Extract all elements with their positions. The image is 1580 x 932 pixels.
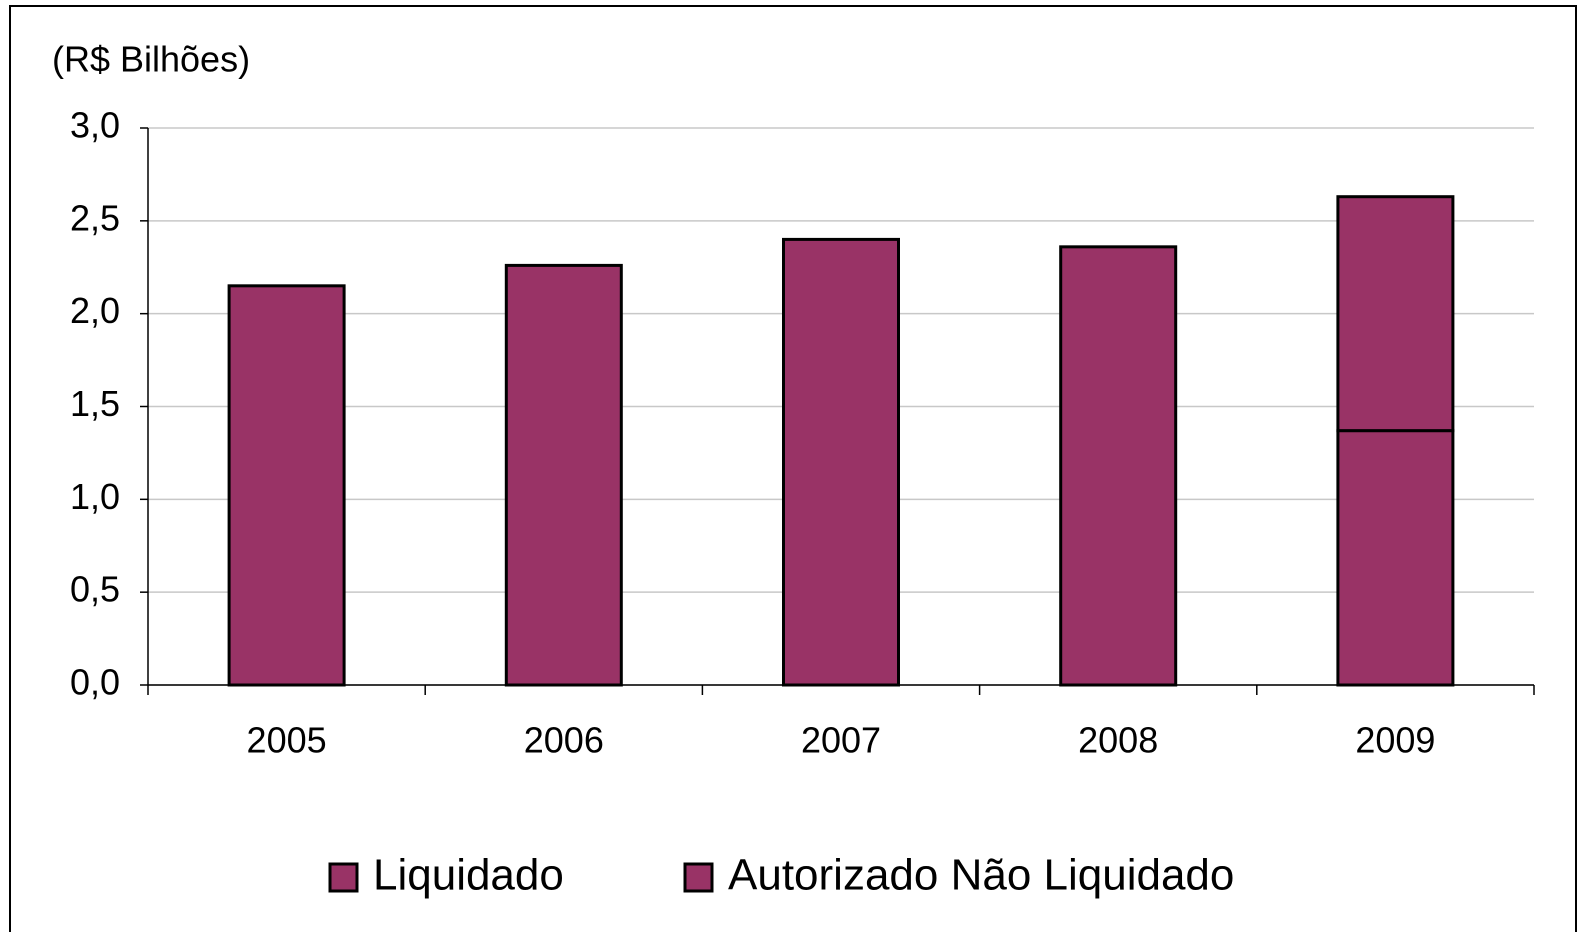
bar-segment bbox=[1336, 429, 1455, 687]
y-tick-label: 0,0 bbox=[70, 662, 120, 703]
y-tick-label: 1,5 bbox=[70, 383, 120, 424]
y-tick-label: 3,0 bbox=[70, 105, 120, 146]
x-tick-label: 2007 bbox=[801, 720, 881, 761]
legend-swatch bbox=[683, 862, 714, 893]
legend-label: Liquidado bbox=[373, 851, 564, 900]
bar-segment bbox=[782, 237, 900, 687]
x-tick-label: 2009 bbox=[1355, 720, 1435, 761]
bar-segment bbox=[227, 284, 346, 687]
y-tick-label: 1,0 bbox=[70, 476, 120, 517]
x-tick-label: 2006 bbox=[524, 720, 604, 761]
bar-segment bbox=[1059, 245, 1178, 687]
legend-label: Autorizado Não Liquidado bbox=[728, 851, 1234, 900]
chart-title: (R$ Bilhões) bbox=[52, 39, 250, 80]
x-tick-label: 2005 bbox=[247, 720, 327, 761]
legend-swatch bbox=[328, 862, 359, 893]
bar-segment bbox=[504, 263, 623, 687]
x-tick-label: 2008 bbox=[1078, 720, 1158, 761]
y-tick-label: 0,5 bbox=[70, 569, 120, 610]
y-tick-label: 2,0 bbox=[70, 290, 120, 331]
bar-segment bbox=[1336, 195, 1455, 433]
y-tick-label: 2,5 bbox=[70, 197, 120, 238]
